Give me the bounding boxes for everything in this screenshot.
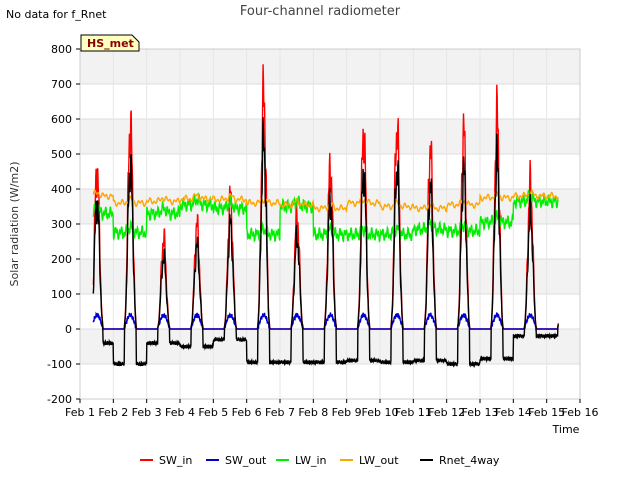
legend-item-rnet_4way: Rnet_4way: [420, 454, 500, 467]
plot-band: [80, 364, 580, 399]
x-tick-label: Feb 15: [528, 406, 565, 419]
y-tick-label: 600: [51, 113, 72, 126]
y-tick-label: 800: [51, 43, 72, 56]
plot-band: [80, 49, 580, 84]
x-tick-label: Feb 13: [462, 406, 499, 419]
x-tick-label: Feb 3: [132, 406, 162, 419]
x-tick-label: Feb 8: [298, 406, 328, 419]
y-tick-label: 0: [65, 323, 72, 336]
y-tick-label: 200: [51, 253, 72, 266]
site-badge-box: [80, 34, 140, 52]
site-badge-label: HS_met: [87, 37, 134, 50]
series-line-sw_out: [92, 311, 559, 332]
series-line-lw_in: [92, 190, 559, 243]
series-line-rnet_4way: [92, 117, 559, 369]
x-axis-label: Time: [552, 423, 580, 436]
badge-layer: HS_met: [80, 34, 140, 52]
x-tick-label: Feb 7: [265, 406, 295, 419]
y-tick-label: 700: [51, 78, 72, 91]
y-tick-label: 300: [51, 218, 72, 231]
y-tick-label: 500: [51, 148, 72, 161]
legend-item-lw_in: LW_in: [276, 454, 327, 467]
x-tick-label: Feb 12: [428, 406, 465, 419]
legend-label: LW_in: [295, 454, 327, 467]
y-axis-label: Solar radiation (W/m2): [8, 161, 21, 286]
y-tick-label: 400: [51, 183, 72, 196]
plot-band: [80, 294, 580, 329]
legend: SW_in SW_out LW_in LW_out Rnet_4way: [140, 454, 500, 467]
legend-item-lw_out: LW_out: [340, 454, 399, 467]
legend-label: Rnet_4way: [439, 454, 500, 467]
plot-band: [80, 329, 580, 364]
x-tick-label: Feb 4: [165, 406, 195, 419]
no-data-note: No data for f_Rnet: [6, 8, 107, 21]
x-tick-label: Feb 11: [395, 406, 432, 419]
x-tick-label: Feb 14: [495, 406, 532, 419]
x-tick-label: Feb 6: [232, 406, 262, 419]
x-tick-label: Feb 2: [98, 406, 128, 419]
legend-label: SW_out: [225, 454, 267, 467]
plot-band: [80, 84, 580, 119]
y-tick-label: -200: [47, 393, 72, 406]
x-tick-label: Feb 10: [362, 406, 399, 419]
y-tick-label: 100: [51, 288, 72, 301]
legend-label: LW_out: [359, 454, 399, 467]
y-tick-label: -100: [47, 358, 72, 371]
plot-band: [80, 119, 580, 154]
series-layer: [92, 64, 559, 369]
x-tick-label: Feb 9: [332, 406, 362, 419]
legend-item-sw_out: SW_out: [206, 454, 267, 467]
series-line-lw_out: [92, 189, 559, 214]
x-tick-label: Feb 5: [198, 406, 228, 419]
legend-label: SW_in: [159, 454, 192, 467]
x-tick-label: Feb 1: [65, 406, 95, 419]
plot-band: [80, 259, 580, 294]
x-tick-label: Feb 16: [562, 406, 599, 419]
legend-item-sw_in: SW_in: [140, 454, 192, 467]
chart-title: Four-channel radiometer: [239, 4, 401, 19]
